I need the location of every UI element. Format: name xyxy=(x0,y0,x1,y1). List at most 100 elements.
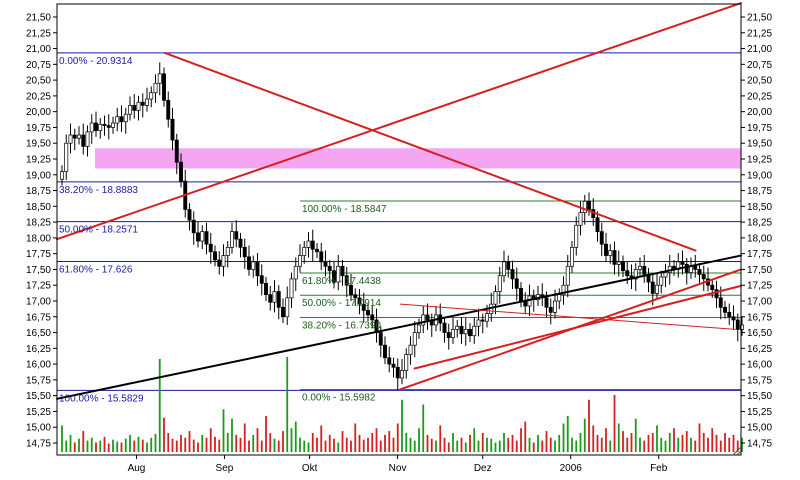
volume-bar xyxy=(452,433,454,452)
volume-bar xyxy=(65,440,68,452)
candle-body xyxy=(149,92,154,100)
volume-bar xyxy=(107,443,110,452)
x-tick-label: Nov xyxy=(389,463,407,474)
volume-bar xyxy=(197,442,199,452)
volume-bar xyxy=(328,434,331,452)
candle-body xyxy=(85,131,90,147)
y-tick-label-right: 18,50 xyxy=(747,202,772,213)
volume-bar xyxy=(447,442,450,452)
y-tick-label-left: 14,75 xyxy=(26,439,51,450)
candle-body xyxy=(213,251,217,261)
volume-bar xyxy=(503,433,505,452)
candle-body xyxy=(718,297,723,308)
volume-bar xyxy=(515,440,518,452)
volume-bar xyxy=(430,438,433,452)
y-tick-label-right: 15,75 xyxy=(747,375,772,386)
candle-body xyxy=(497,275,502,292)
y-tick-label-left: 16,75 xyxy=(26,312,51,323)
candle-body xyxy=(230,231,234,248)
candle-body xyxy=(344,275,349,286)
y-tick-label-left: 19,00 xyxy=(26,170,51,181)
y-tick-label-right: 17,50 xyxy=(747,265,772,276)
volume-bar xyxy=(133,440,136,452)
volume-bar xyxy=(494,442,497,452)
trendlines-layer xyxy=(56,2,742,400)
candle-body xyxy=(115,116,120,124)
candle-body xyxy=(225,247,230,256)
candle-body xyxy=(340,265,345,277)
candle-body xyxy=(463,329,468,335)
candle-body xyxy=(200,231,205,242)
volume-bar xyxy=(252,434,255,452)
candle-body xyxy=(616,261,621,265)
resize-grip-icon[interactable] xyxy=(732,446,742,456)
y-tick-label-right: 15,50 xyxy=(747,391,772,402)
volume-bar xyxy=(609,440,612,452)
y-tick-label-right: 16,00 xyxy=(747,360,772,371)
volume-bar xyxy=(303,440,306,452)
trendline-red xyxy=(56,2,742,241)
volume-bar xyxy=(588,399,590,452)
volume-bar xyxy=(418,428,420,452)
volume-bar xyxy=(498,440,501,452)
candle-body xyxy=(179,161,183,182)
candle-body xyxy=(332,270,336,283)
volume-bar xyxy=(473,428,476,452)
volume-bar xyxy=(320,425,323,452)
volume-bar xyxy=(596,434,599,452)
volume-bar xyxy=(90,437,93,452)
x-tick-label: Okt xyxy=(302,463,318,474)
trendline-red xyxy=(413,284,742,370)
volume-bar xyxy=(112,439,114,452)
volume-bar xyxy=(524,421,527,452)
volume-bar xyxy=(375,428,378,452)
candle-body xyxy=(242,247,247,258)
candle-body xyxy=(595,217,600,232)
volume-bar xyxy=(732,434,735,452)
candle-body xyxy=(123,113,128,123)
candle-body xyxy=(293,265,298,280)
candle-body xyxy=(468,329,472,337)
volume-bar xyxy=(724,433,726,452)
candle-body xyxy=(196,232,200,242)
volume-bar xyxy=(358,434,361,452)
candle-body xyxy=(391,363,396,368)
candle-body xyxy=(234,231,239,240)
candle-body xyxy=(587,200,591,210)
y-tick-label-left: 21,50 xyxy=(26,13,51,24)
volume-bar xyxy=(613,395,616,452)
volume-bar xyxy=(180,434,182,452)
candle-body xyxy=(136,101,141,111)
volume-bar xyxy=(660,437,663,452)
candle-body xyxy=(238,238,243,248)
volume-bar xyxy=(214,436,216,452)
candle-body xyxy=(455,325,460,330)
candle-body xyxy=(89,122,94,133)
y-tick-label-right: 15,25 xyxy=(747,407,772,418)
candle-body xyxy=(119,116,124,123)
candle-body xyxy=(77,134,81,139)
y-axis-right: 21,50 21,25 21,00 20,75 20,50 20,25 20,00 19,75… xyxy=(741,13,772,450)
candle-body xyxy=(272,291,277,303)
volume-bar xyxy=(337,442,340,452)
candle-body xyxy=(663,272,668,278)
candle-body xyxy=(451,329,455,338)
candle-body xyxy=(476,319,481,327)
volume-bar xyxy=(307,442,310,452)
candle-body xyxy=(281,306,285,318)
candle-body xyxy=(731,316,736,321)
candle-body xyxy=(357,297,362,305)
volume-bar xyxy=(651,433,654,452)
y-tick-label-left: 18,75 xyxy=(26,186,51,197)
volume-bar xyxy=(282,431,284,452)
fib-secondary-label: 100.00% - 18.5847 xyxy=(302,204,387,215)
candle-body xyxy=(638,265,642,270)
candle-body xyxy=(574,224,579,248)
volume-bar xyxy=(171,438,174,452)
volume-bar xyxy=(256,428,259,452)
volume-bar xyxy=(698,423,701,452)
volume-bar xyxy=(124,438,127,452)
volume-bar xyxy=(741,437,743,452)
volume-bar xyxy=(260,440,263,452)
